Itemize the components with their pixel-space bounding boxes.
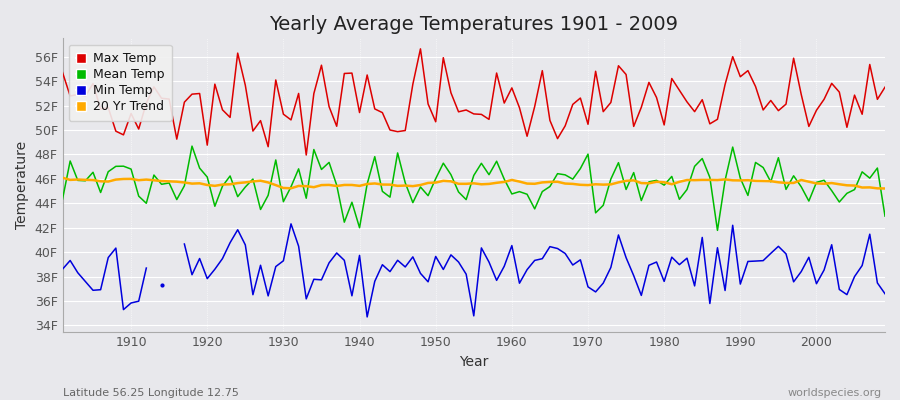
Legend: Max Temp, Mean Temp, Min Temp, 20 Yr Trend: Max Temp, Mean Temp, Min Temp, 20 Yr Tre… — [68, 44, 172, 121]
Text: worldspecies.org: worldspecies.org — [788, 388, 882, 398]
Y-axis label: Temperature: Temperature — [15, 141, 29, 229]
Title: Yearly Average Temperatures 1901 - 2009: Yearly Average Temperatures 1901 - 2009 — [269, 15, 679, 34]
Text: Latitude 56.25 Longitude 12.75: Latitude 56.25 Longitude 12.75 — [63, 388, 238, 398]
X-axis label: Year: Year — [459, 355, 489, 369]
